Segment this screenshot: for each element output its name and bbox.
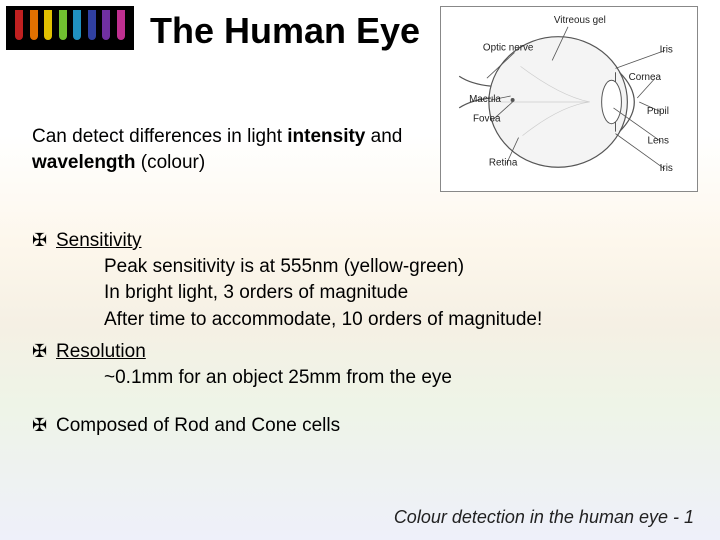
eye-label: Retina — [489, 157, 518, 168]
eye-label: Optic nerve — [483, 43, 534, 54]
test-tube-icon — [117, 10, 125, 40]
test-tube-icon — [73, 10, 81, 40]
bullet-glyph-icon: ✠ — [32, 339, 56, 364]
bullet-heading: Sensitivity — [56, 228, 692, 254]
eye-label: Cornea — [629, 72, 662, 83]
eye-label: Fovea — [473, 114, 501, 125]
bullet-subline: After time to accommodate, 10 orders of … — [104, 307, 692, 333]
test-tube-icon — [30, 10, 38, 40]
eye-label: Iris — [660, 45, 673, 56]
bullet-item: ✠Composed of Rod and Cone cells — [32, 413, 692, 439]
intro-text: Can detect differences in light intensit… — [32, 124, 412, 175]
logo-test-tubes — [6, 6, 134, 50]
test-tube-icon — [102, 10, 110, 40]
content-body: ✠SensitivityPeak sensitivity is at 555nm… — [32, 222, 692, 440]
bullet-glyph-icon: ✠ — [32, 413, 56, 438]
eye-label: Macula — [469, 94, 501, 105]
page-title: The Human Eye — [150, 10, 420, 52]
eye-label: Iris — [660, 163, 673, 174]
bullet-subline: In bright light, 3 orders of magnitude — [104, 280, 692, 306]
eye-anatomy-diagram: Vitreous gel Optic nerve Iris Cornea Macula P… — [440, 6, 698, 192]
eye-label: Vitreous gel — [554, 15, 606, 26]
test-tube-icon — [88, 10, 96, 40]
bullet-heading: Composed of Rod and Cone cells — [56, 413, 692, 439]
eye-label: Pupil — [647, 106, 669, 117]
bullet-subline: ~0.1mm for an object 25mm from the eye — [104, 365, 692, 391]
bullet-glyph-icon: ✠ — [32, 228, 56, 253]
bullet-item: ✠ Resolution — [32, 339, 692, 365]
footer-text: Colour detection in the human eye - 1 — [394, 507, 694, 528]
test-tube-icon — [15, 10, 23, 40]
bullet-item: ✠Sensitivity — [32, 228, 692, 254]
bullet-subline: Peak sensitivity is at 555nm (yellow-gre… — [104, 254, 692, 280]
eye-svg: Vitreous gel Optic nerve Iris Cornea Macula P… — [441, 7, 697, 191]
bullet-heading: Resolution — [56, 339, 692, 365]
eye-label: Lens — [647, 136, 668, 147]
test-tube-icon — [44, 10, 52, 40]
test-tube-icon — [59, 10, 67, 40]
